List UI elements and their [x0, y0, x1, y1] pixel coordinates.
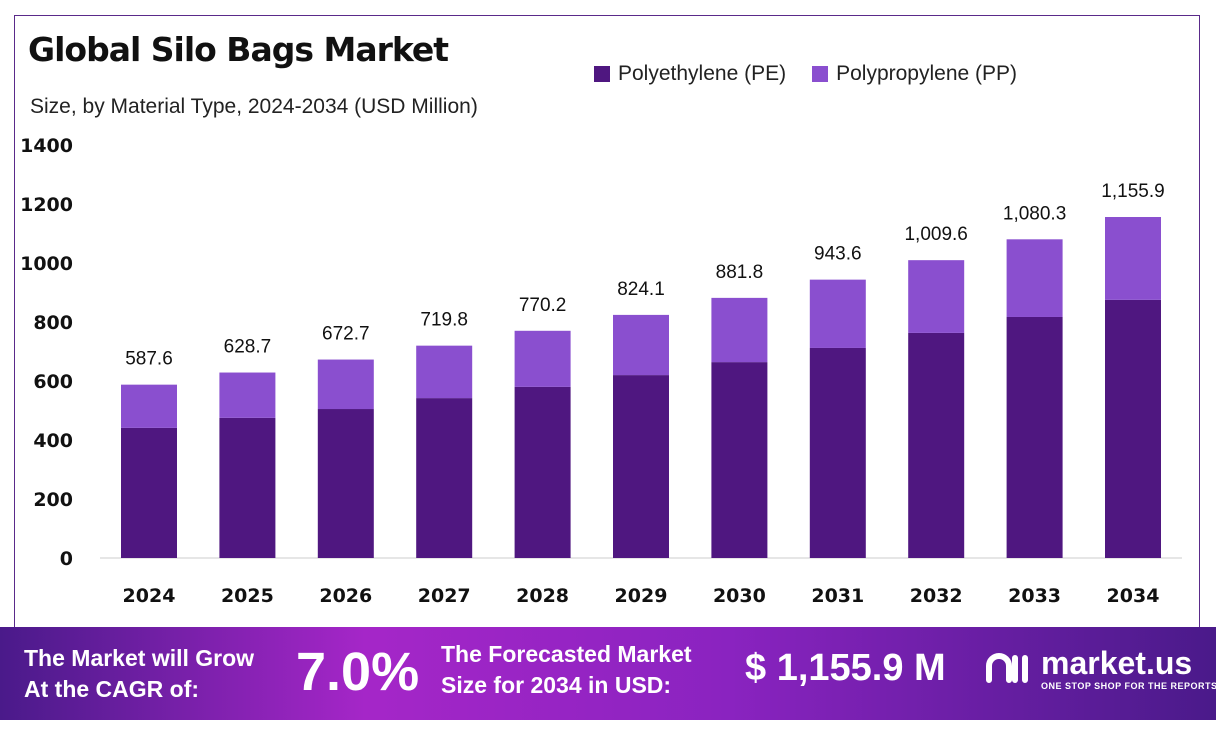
logo-name: market.us — [1041, 645, 1193, 681]
legend: Polyethylene (PE) Polypropylene (PP) — [594, 62, 1017, 86]
bar-total-label: 881.8 — [716, 262, 764, 283]
x-tick-label: 2026 — [319, 585, 372, 607]
bar-total-label: 1,155.9 — [1101, 181, 1164, 202]
bar-segment-pp — [1006, 239, 1063, 317]
cagr-label-line2: At the CAGR of: — [24, 676, 200, 702]
cagr-label-line1: The Market will Grow — [24, 645, 255, 671]
bar-segment-pe — [514, 386, 571, 558]
bar-total-label: 1,080.3 — [1003, 203, 1066, 224]
y-tick-label: 1200 — [20, 194, 73, 216]
bar-total-label: 628.7 — [224, 337, 272, 358]
bar-segment-pp — [416, 345, 473, 399]
y-tick-label: 200 — [33, 489, 73, 511]
y-tick-label: 0 — [60, 548, 73, 570]
x-tick-label: 2024 — [123, 585, 176, 607]
bar-segment-pe — [908, 332, 965, 558]
forecast-label-line2: Size for 2034 in USD: — [441, 672, 672, 698]
legend-label-pe: Polyethylene (PE) — [618, 62, 787, 85]
bar-total-label: 943.6 — [814, 244, 862, 265]
bar-segment-pe — [1006, 316, 1063, 558]
bar-segment-pp — [121, 384, 177, 428]
bar-segment-pp — [809, 279, 866, 348]
bar-segment-pe — [219, 417, 276, 558]
bar-total-label: 770.2 — [519, 295, 567, 316]
bar-segment-pp — [908, 260, 965, 333]
bar-segment-pp — [711, 297, 768, 363]
x-tick-label: 2033 — [1008, 585, 1061, 607]
bar-chart: 0 200 400 600 800 1000 1200 1400 587.6 2024 628.7 2… — [20, 135, 1182, 607]
x-tick-label: 2029 — [615, 585, 668, 607]
y-tick-label: 600 — [33, 371, 73, 393]
x-tick-label: 2031 — [811, 585, 864, 607]
marketus-logo: market.us ONE STOP SHOP FOR THE REPORTS — [985, 647, 1216, 691]
chart-title: Global Silo Bags Market — [28, 30, 449, 69]
bar-segment-pp — [613, 314, 669, 376]
bar-total-label: 1,009.6 — [904, 224, 967, 245]
bar-segment-pe — [613, 375, 669, 558]
cagr-value: 7.0% — [296, 642, 420, 702]
bar-segment-pe — [416, 398, 473, 558]
bar-segment-pe — [317, 409, 374, 558]
y-tick-label: 800 — [33, 312, 73, 334]
legend-item-pe: Polyethylene (PE) — [594, 62, 786, 86]
x-tick-label: 2032 — [910, 585, 963, 607]
bar-segment-pp — [514, 330, 571, 387]
x-tick-label: 2025 — [221, 585, 274, 607]
logo-tagline: ONE STOP SHOP FOR THE REPORTS — [1041, 681, 1216, 691]
bar-segment-pe — [711, 362, 768, 558]
legend-swatch-pp — [812, 66, 829, 82]
bar-segment-pe — [1105, 299, 1161, 558]
x-tick-label: 2030 — [713, 585, 766, 607]
forecast-label: The Forecasted Market Size for 2034 in US… — [441, 639, 692, 701]
legend-item-pp: Polypropylene (PP) — [812, 62, 1017, 86]
footer-banner: The Market will Grow At the CAGR of: 7.0%… — [0, 627, 1216, 720]
bar-segment-pp — [317, 359, 374, 410]
bar-total-label: 587.6 — [125, 349, 173, 370]
y-tick-label: 1400 — [20, 135, 73, 157]
bar-total-label: 672.7 — [322, 324, 370, 345]
bar-segment-pe — [121, 427, 177, 558]
forecast-value: $ 1,155.9 M — [745, 647, 946, 689]
x-tick-label: 2028 — [516, 585, 569, 607]
bar-total-label: 719.8 — [420, 310, 468, 331]
x-tick-label: 2027 — [418, 585, 471, 607]
y-tick-label: 400 — [33, 430, 73, 452]
legend-label-pp: Polypropylene (PP) — [836, 62, 1018, 85]
chart-subtitle: Size, by Material Type, 2024-2034 (USD M… — [30, 95, 478, 118]
bar-segment-pe — [809, 347, 866, 558]
logo-icon — [986, 653, 1028, 683]
y-tick-label: 1000 — [20, 253, 73, 275]
forecast-label-line1: The Forecasted Market — [441, 641, 692, 667]
x-tick-label: 2034 — [1107, 585, 1160, 607]
bar-segment-pp — [219, 372, 276, 418]
bar-segment-pp — [1105, 217, 1161, 300]
legend-swatch-pe — [594, 66, 610, 82]
bar-total-label: 824.1 — [617, 279, 665, 300]
cagr-label: The Market will Grow At the CAGR of: — [24, 643, 254, 705]
